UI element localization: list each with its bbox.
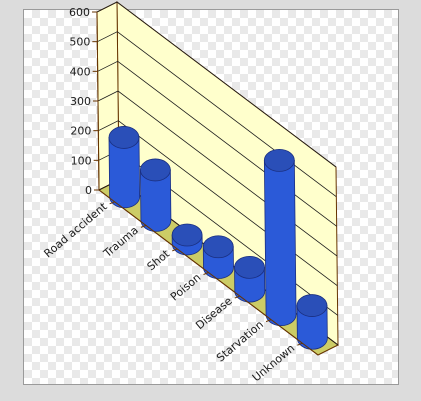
- bar-top: [202, 235, 234, 259]
- bar-cylinder: [139, 158, 172, 232]
- bar-top: [139, 158, 171, 182]
- bar-top: [171, 223, 203, 247]
- gridline: [96, 1, 337, 168]
- x-tick: [203, 272, 209, 275]
- bar-cylinder: [202, 235, 234, 279]
- bar-top: [263, 148, 295, 172]
- bar-cylinder: [296, 294, 328, 350]
- y-tick-label: 200: [70, 125, 91, 138]
- x-tick: [297, 342, 303, 346]
- x-tick-label: Shot: [145, 247, 173, 273]
- y-tick-label: 400: [70, 65, 91, 78]
- y-tick-label: 300: [70, 95, 91, 108]
- bar-body: [108, 137, 141, 209]
- bar-top: [296, 294, 328, 317]
- x-tick: [234, 295, 240, 299]
- x-tick: [172, 248, 178, 252]
- y-tick-label: 100: [71, 154, 92, 167]
- gridline: [97, 31, 337, 198]
- y-tick-label: 0: [85, 184, 92, 197]
- bar-body: [139, 169, 172, 232]
- bar-cylinder: [263, 148, 297, 326]
- x-tick: [140, 224, 147, 228]
- bar-body: [263, 159, 297, 326]
- bar-cylinder: [171, 223, 203, 256]
- bar-top: [108, 126, 140, 149]
- y-axis-line: [96, 11, 100, 191]
- x-tick: [109, 201, 115, 205]
- x-tick: [265, 319, 272, 323]
- gridline: [97, 60, 337, 227]
- x-tick-label: Disease: [193, 294, 235, 332]
- x-axis-line: [98, 189, 319, 356]
- gridline: [97, 90, 338, 257]
- x-tick-label: Starvation: [214, 318, 266, 365]
- x-tick-label: Trauma: [100, 224, 140, 261]
- bar-cylinder: [234, 255, 266, 303]
- bar-body: [296, 305, 328, 350]
- bar-cylinder: [108, 126, 141, 209]
- bars: [108, 126, 328, 350]
- x-tick-label: Road accident: [41, 200, 110, 261]
- y-axis: 0 100 200 300 400 500 600: [69, 1, 339, 346]
- y-tick-label: 500: [69, 36, 90, 49]
- x-tick-label: Poison: [168, 271, 204, 304]
- bar-top: [234, 255, 265, 279]
- x-tick-label: Unknown: [250, 342, 297, 385]
- gridline: [98, 120, 338, 287]
- y-tick-label: 600: [69, 6, 90, 19]
